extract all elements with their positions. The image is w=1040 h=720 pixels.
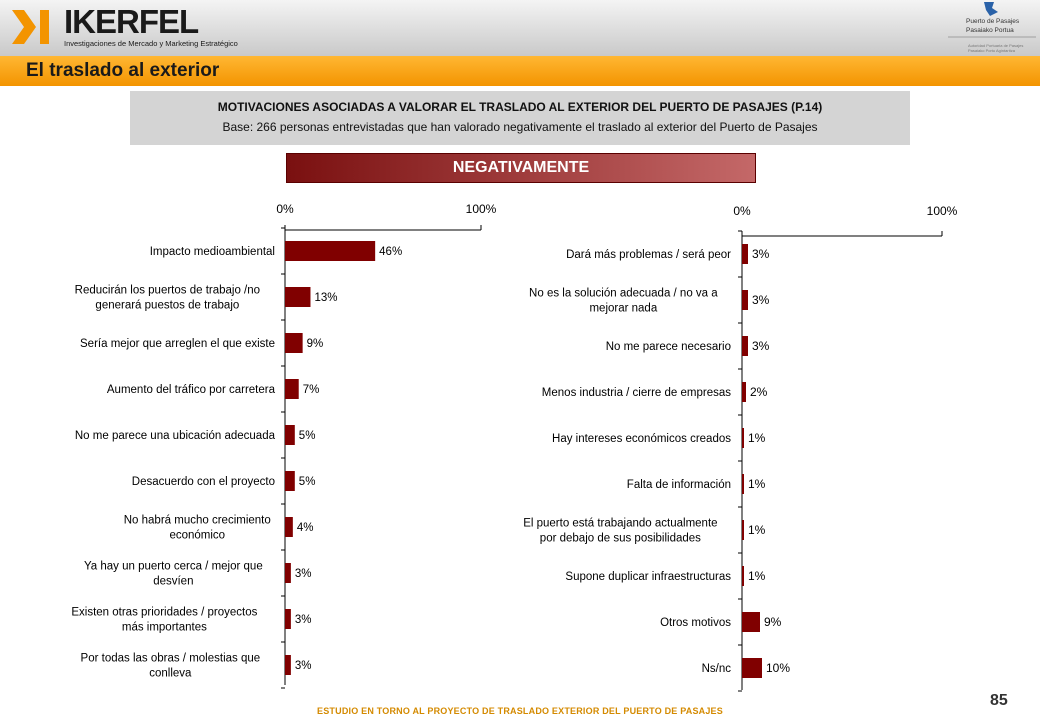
- chart2-category-label: Ns/nc: [702, 663, 732, 675]
- chart1-bar: [285, 287, 311, 307]
- chart2-bar: [742, 658, 762, 678]
- chart2-tick-label-100: 100%: [927, 204, 958, 218]
- chart1-category-label: Aumento del tráfico por carretera: [107, 384, 276, 396]
- chart1-value-label: 5%: [299, 430, 316, 442]
- chart2-bar: [742, 382, 746, 402]
- chart2-tick-label-0: 0%: [733, 204, 751, 218]
- negatively-banner: NEGATIVAMENTE: [286, 153, 756, 183]
- chart1-bar: [285, 471, 295, 491]
- chart1-bar: [285, 563, 291, 583]
- chart1-value-label: 3%: [295, 568, 312, 580]
- chart1-value-label: 3%: [295, 660, 312, 672]
- chart1-tick-label-100: 100%: [466, 202, 497, 216]
- chart2-value-label: 1%: [748, 523, 766, 537]
- chart1-category-label: Por todas las obras / molestias que conll…: [81, 653, 261, 680]
- port-name-line2: Pasaiako Portua: [966, 27, 1014, 34]
- chart1-category-label: Ya hay un puerto cerca / mejor que desvíe…: [84, 561, 263, 588]
- port-authority-text: Autoridad Portuaria de Pasajes Pasaiako …: [968, 43, 1024, 53]
- chart1-value-label: 5%: [299, 476, 316, 488]
- port-logo-icon: [948, 2, 1036, 38]
- chart1-category-label: Reducirán los puertos de trabajo /no gene…: [75, 285, 260, 312]
- chart2-value-label: 3%: [752, 247, 770, 261]
- chart2-value-label: 2%: [750, 385, 768, 399]
- chart2-category-label: Menos industria / cierre de empresas: [542, 387, 731, 399]
- chart1-bar: [285, 517, 293, 537]
- chart1-value-label: 9%: [307, 338, 324, 350]
- chart1-bar: [285, 655, 291, 675]
- chart1-category-label: Existen otras prioridades / proyectos más…: [71, 607, 257, 634]
- info-box-subtitle: Base: 266 personas entrevistadas que han…: [222, 120, 818, 134]
- footer-text: ESTUDIO EN TORNO AL PROYECTO DE TRASLADO…: [317, 706, 723, 716]
- chart2-bar: [742, 520, 744, 540]
- chart1-category-label: No me parece una ubicación adecuada: [75, 430, 276, 442]
- chart1-category-label: Impacto medioambiental: [150, 246, 275, 258]
- chart1-value-label: 46%: [379, 246, 402, 258]
- header-bar: IKERFEL Investigaciones de Mercado y Mar…: [0, 0, 1040, 56]
- chart2-bar: [742, 428, 744, 448]
- chart2-bar: [742, 244, 748, 264]
- chart2-category-label: Falta de información: [627, 479, 731, 491]
- info-box-title: MOTIVACIONES ASOCIADAS A VALORAR EL TRAS…: [217, 100, 823, 114]
- chart1-value-label: 7%: [303, 384, 320, 396]
- chart1-value-label: 4%: [297, 522, 314, 534]
- chart1-category-label: Sería mejor que arreglen el que existe: [80, 338, 275, 350]
- brand-tagline: Investigaciones de Mercado y Marketing E…: [64, 39, 238, 48]
- chart1-bar: [285, 379, 299, 399]
- chart2-bar: [742, 336, 748, 356]
- brand-name: IKERFEL: [64, 3, 199, 40]
- ikerfel-logo-icon: [12, 10, 49, 44]
- chart2-bar: [742, 290, 748, 310]
- port-name-line1: Puerto de Pasajes: [966, 18, 1020, 25]
- chart2-category-label: Dará más problemas / será peor: [566, 249, 731, 261]
- chart2-category-label: Supone duplicar infraestructuras: [565, 571, 731, 583]
- section-title: El traslado al exterior: [26, 60, 220, 81]
- section-bar: [0, 56, 1040, 86]
- chart2-value-label: 10%: [766, 661, 790, 675]
- chart1-bar: [285, 241, 376, 261]
- chart1-bar: [285, 425, 295, 445]
- chart2-category-label: Hay intereses económicos creados: [552, 433, 731, 445]
- chart2-category-label: Otros motivos: [660, 617, 731, 629]
- chart2-category-label: El puerto está trabajando actualmente por…: [523, 518, 717, 545]
- chart1-category-label: Desacuerdo con el proyecto: [132, 476, 275, 488]
- chart2-bar: [742, 566, 744, 586]
- chart2-value-label: 1%: [748, 569, 766, 583]
- chart1-tick-label-0: 0%: [276, 202, 294, 216]
- chart1-bar: [285, 609, 291, 629]
- chart2-value-label: 1%: [748, 431, 766, 445]
- info-box: MOTIVACIONES ASOCIADAS A VALORAR EL TRAS…: [130, 91, 910, 145]
- chart2-value-label: 9%: [764, 615, 782, 629]
- chart1-value-label: 13%: [314, 292, 337, 304]
- chart2-bar: [742, 474, 744, 494]
- chart2-bar: [742, 612, 760, 632]
- chart2-category-label: No me parece necesario: [606, 341, 731, 353]
- chart2-value-label: 3%: [752, 293, 770, 307]
- chart1-bar: [285, 333, 303, 353]
- page-number: 85: [990, 692, 1008, 709]
- chart2-value-label: 3%: [752, 339, 770, 353]
- chart1-category-label: No habrá mucho crecimiento económico: [124, 515, 271, 542]
- chart2-category-label: No es la solución adecuada / no va a mejo…: [529, 288, 718, 315]
- chart2-value-label: 1%: [748, 477, 766, 491]
- chart1-value-label: 3%: [295, 614, 312, 626]
